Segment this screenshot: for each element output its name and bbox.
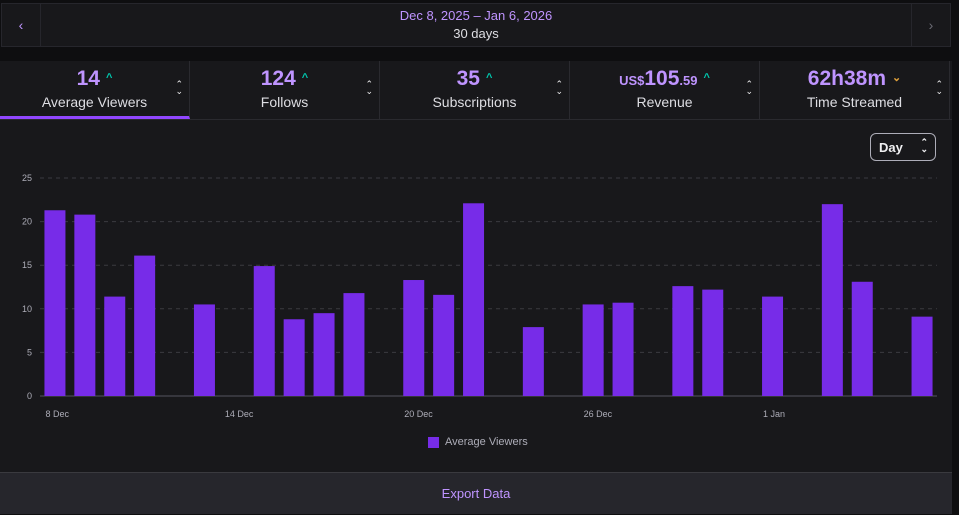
y-tick-label: 5 bbox=[27, 347, 32, 357]
trend-down-icon: ⌄ bbox=[892, 72, 902, 84]
date-range-duration: 30 days bbox=[453, 26, 499, 41]
bar[interactable] bbox=[104, 296, 126, 396]
y-tick-label: 15 bbox=[22, 260, 32, 270]
bar[interactable] bbox=[44, 210, 66, 396]
bar[interactable] bbox=[403, 280, 425, 396]
sort-toggle-icon[interactable]: ⌃ ⌄ bbox=[365, 79, 373, 96]
bar[interactable] bbox=[283, 319, 305, 396]
trend-up-icon: ^ bbox=[301, 72, 309, 84]
next-period-button[interactable]: › bbox=[911, 3, 951, 47]
sort-toggle-icon[interactable]: ⌃ ⌄ bbox=[935, 79, 943, 96]
x-tick-label: 1 Jan bbox=[763, 409, 785, 419]
y-tick-label: 10 bbox=[22, 304, 32, 314]
sort-toggle-icon[interactable]: ⌃ ⌄ bbox=[175, 79, 183, 96]
stat-label: Subscriptions bbox=[432, 94, 517, 110]
stat-tabs: 14 ^ Average Viewers ⌃ ⌄ 124 ^ Follows ⌃ ⌄ 3… bbox=[0, 61, 952, 120]
bar[interactable] bbox=[911, 316, 933, 396]
bar[interactable] bbox=[343, 293, 365, 396]
bar[interactable] bbox=[582, 304, 604, 396]
stat-value: 62h38m bbox=[807, 67, 886, 90]
average-viewers-chart: 0 5 10 15 20 25 8 Dec 14 Dec 20 Dec 26 Dec 1 Jan bbox=[22, 173, 937, 419]
chart-panel: Day ⌃ ⌄ 0 5 10 15 20 25 8 Dec 14 Dec 20 Dec 26 Dec… bbox=[0, 120, 952, 472]
bar[interactable] bbox=[74, 214, 96, 396]
stat-currency: US$ bbox=[619, 73, 645, 88]
stat-value-row: US$105.59 ^ bbox=[570, 67, 759, 91]
legend-label: Average Viewers bbox=[445, 436, 528, 448]
x-tick-label: 14 Dec bbox=[225, 409, 254, 419]
bar[interactable] bbox=[134, 255, 156, 396]
date-range-display[interactable]: Dec 8, 2025 – Jan 6, 2026 30 days bbox=[41, 3, 911, 47]
stat-value-row: 14 ^ bbox=[0, 67, 189, 91]
sort-toggle-icon[interactable]: ⌃ ⌄ bbox=[555, 79, 563, 96]
bar[interactable] bbox=[253, 266, 275, 396]
sort-toggle-icon[interactable]: ⌃ ⌄ bbox=[745, 79, 753, 96]
stat-value-row: 124 ^ bbox=[190, 67, 379, 91]
previous-period-button[interactable]: ‹ bbox=[1, 3, 41, 47]
chevron-left-icon: ‹ bbox=[18, 17, 24, 33]
bar[interactable] bbox=[193, 304, 215, 396]
stat-tab-revenue[interactable]: US$105.59 ^ Revenue ⌃ ⌄ bbox=[570, 61, 760, 119]
x-tick-label: 20 Dec bbox=[404, 409, 433, 419]
trend-up-icon: ^ bbox=[485, 72, 493, 84]
stat-value-row: 35 ^ bbox=[380, 67, 569, 91]
bar[interactable] bbox=[702, 289, 724, 396]
bar[interactable] bbox=[463, 203, 485, 396]
stat-label: Revenue bbox=[636, 94, 693, 110]
stat-tab-time-streamed[interactable]: 62h38m ⌄ Time Streamed ⌃ ⌄ bbox=[760, 61, 950, 119]
y-tick-label: 0 bbox=[27, 391, 32, 401]
stat-cents: .59 bbox=[679, 73, 698, 88]
chart-legend: Average Viewers bbox=[428, 436, 528, 448]
stat-value: 14 bbox=[76, 67, 100, 90]
granularity-value: Day bbox=[879, 140, 903, 155]
bar[interactable] bbox=[612, 302, 634, 396]
stat-label: Follows bbox=[260, 94, 309, 110]
legend-swatch bbox=[428, 436, 439, 448]
stat-tab-average-viewers[interactable]: 14 ^ Average Viewers ⌃ ⌄ bbox=[0, 61, 190, 119]
granularity-select[interactable]: Day ⌃ ⌄ bbox=[870, 133, 936, 161]
stat-value-row: 62h38m ⌄ bbox=[760, 67, 949, 91]
date-range-bar: ‹ Dec 8, 2025 – Jan 6, 2026 30 days › bbox=[0, 0, 959, 48]
date-range-text: Dec 8, 2025 – Jan 6, 2026 bbox=[399, 8, 553, 23]
bar[interactable] bbox=[762, 296, 784, 396]
trend-up-icon: ^ bbox=[105, 72, 113, 84]
bar[interactable] bbox=[522, 327, 544, 396]
bar[interactable] bbox=[851, 281, 873, 396]
bar[interactable] bbox=[672, 286, 694, 396]
stat-tab-follows[interactable]: 124 ^ Follows ⌃ ⌄ bbox=[190, 61, 380, 119]
export-data-button[interactable]: Export Data bbox=[0, 472, 952, 514]
stat-tab-subscriptions[interactable]: 35 ^ Subscriptions ⌃ ⌄ bbox=[380, 61, 570, 119]
stat-value: 105 bbox=[644, 67, 680, 90]
stat-value: 35 bbox=[456, 67, 480, 90]
stat-value: 124 bbox=[260, 67, 296, 90]
bar[interactable] bbox=[313, 313, 335, 396]
chevron-right-icon: › bbox=[928, 17, 934, 33]
bar[interactable] bbox=[433, 294, 455, 396]
x-tick-label: 8 Dec bbox=[45, 409, 69, 419]
trend-up-icon: ^ bbox=[703, 72, 710, 84]
x-tick-label: 26 Dec bbox=[584, 409, 613, 419]
y-tick-label: 25 bbox=[22, 173, 32, 183]
bar[interactable] bbox=[821, 204, 843, 396]
y-tick-label: 20 bbox=[22, 217, 32, 227]
stat-label: Average Viewers bbox=[41, 94, 148, 110]
chevron-up-down-icon: ⌃ ⌄ bbox=[920, 137, 928, 154]
stat-label: Time Streamed bbox=[806, 94, 903, 110]
